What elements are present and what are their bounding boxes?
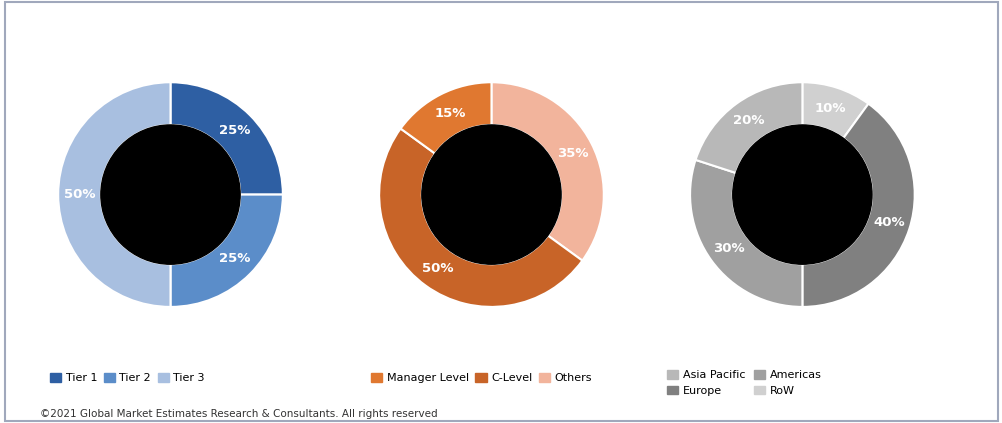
Wedge shape — [58, 82, 170, 307]
Text: ©2021 Global Market Estimates Research & Consultants. All rights reserved: ©2021 Global Market Estimates Research &… — [40, 409, 437, 419]
Wedge shape — [400, 82, 491, 154]
Circle shape — [101, 125, 239, 264]
Wedge shape — [802, 104, 914, 307]
Wedge shape — [802, 82, 868, 138]
Text: 25%: 25% — [219, 124, 250, 137]
Wedge shape — [694, 82, 802, 173]
Wedge shape — [379, 129, 582, 307]
Text: 35%: 35% — [556, 147, 588, 160]
Text: 10%: 10% — [814, 102, 846, 115]
Legend: Tier 1, Tier 2, Tier 3: Tier 1, Tier 2, Tier 3 — [46, 369, 209, 388]
Circle shape — [422, 125, 560, 264]
Text: 20%: 20% — [732, 115, 764, 127]
Text: 50%: 50% — [64, 188, 95, 201]
Text: 30%: 30% — [712, 242, 743, 255]
Text: 25%: 25% — [219, 253, 250, 265]
Legend: Manager Level, C-Level, Others: Manager Level, C-Level, Others — [367, 369, 596, 388]
Wedge shape — [689, 160, 802, 307]
Wedge shape — [170, 195, 283, 307]
Text: 15%: 15% — [434, 107, 465, 120]
Legend: Asia Pacific, Europe, Americas, RoW: Asia Pacific, Europe, Americas, RoW — [662, 366, 825, 401]
Text: 40%: 40% — [873, 216, 904, 229]
Wedge shape — [491, 82, 603, 261]
Text: 50%: 50% — [422, 262, 453, 275]
Circle shape — [732, 125, 871, 264]
Wedge shape — [170, 82, 283, 195]
